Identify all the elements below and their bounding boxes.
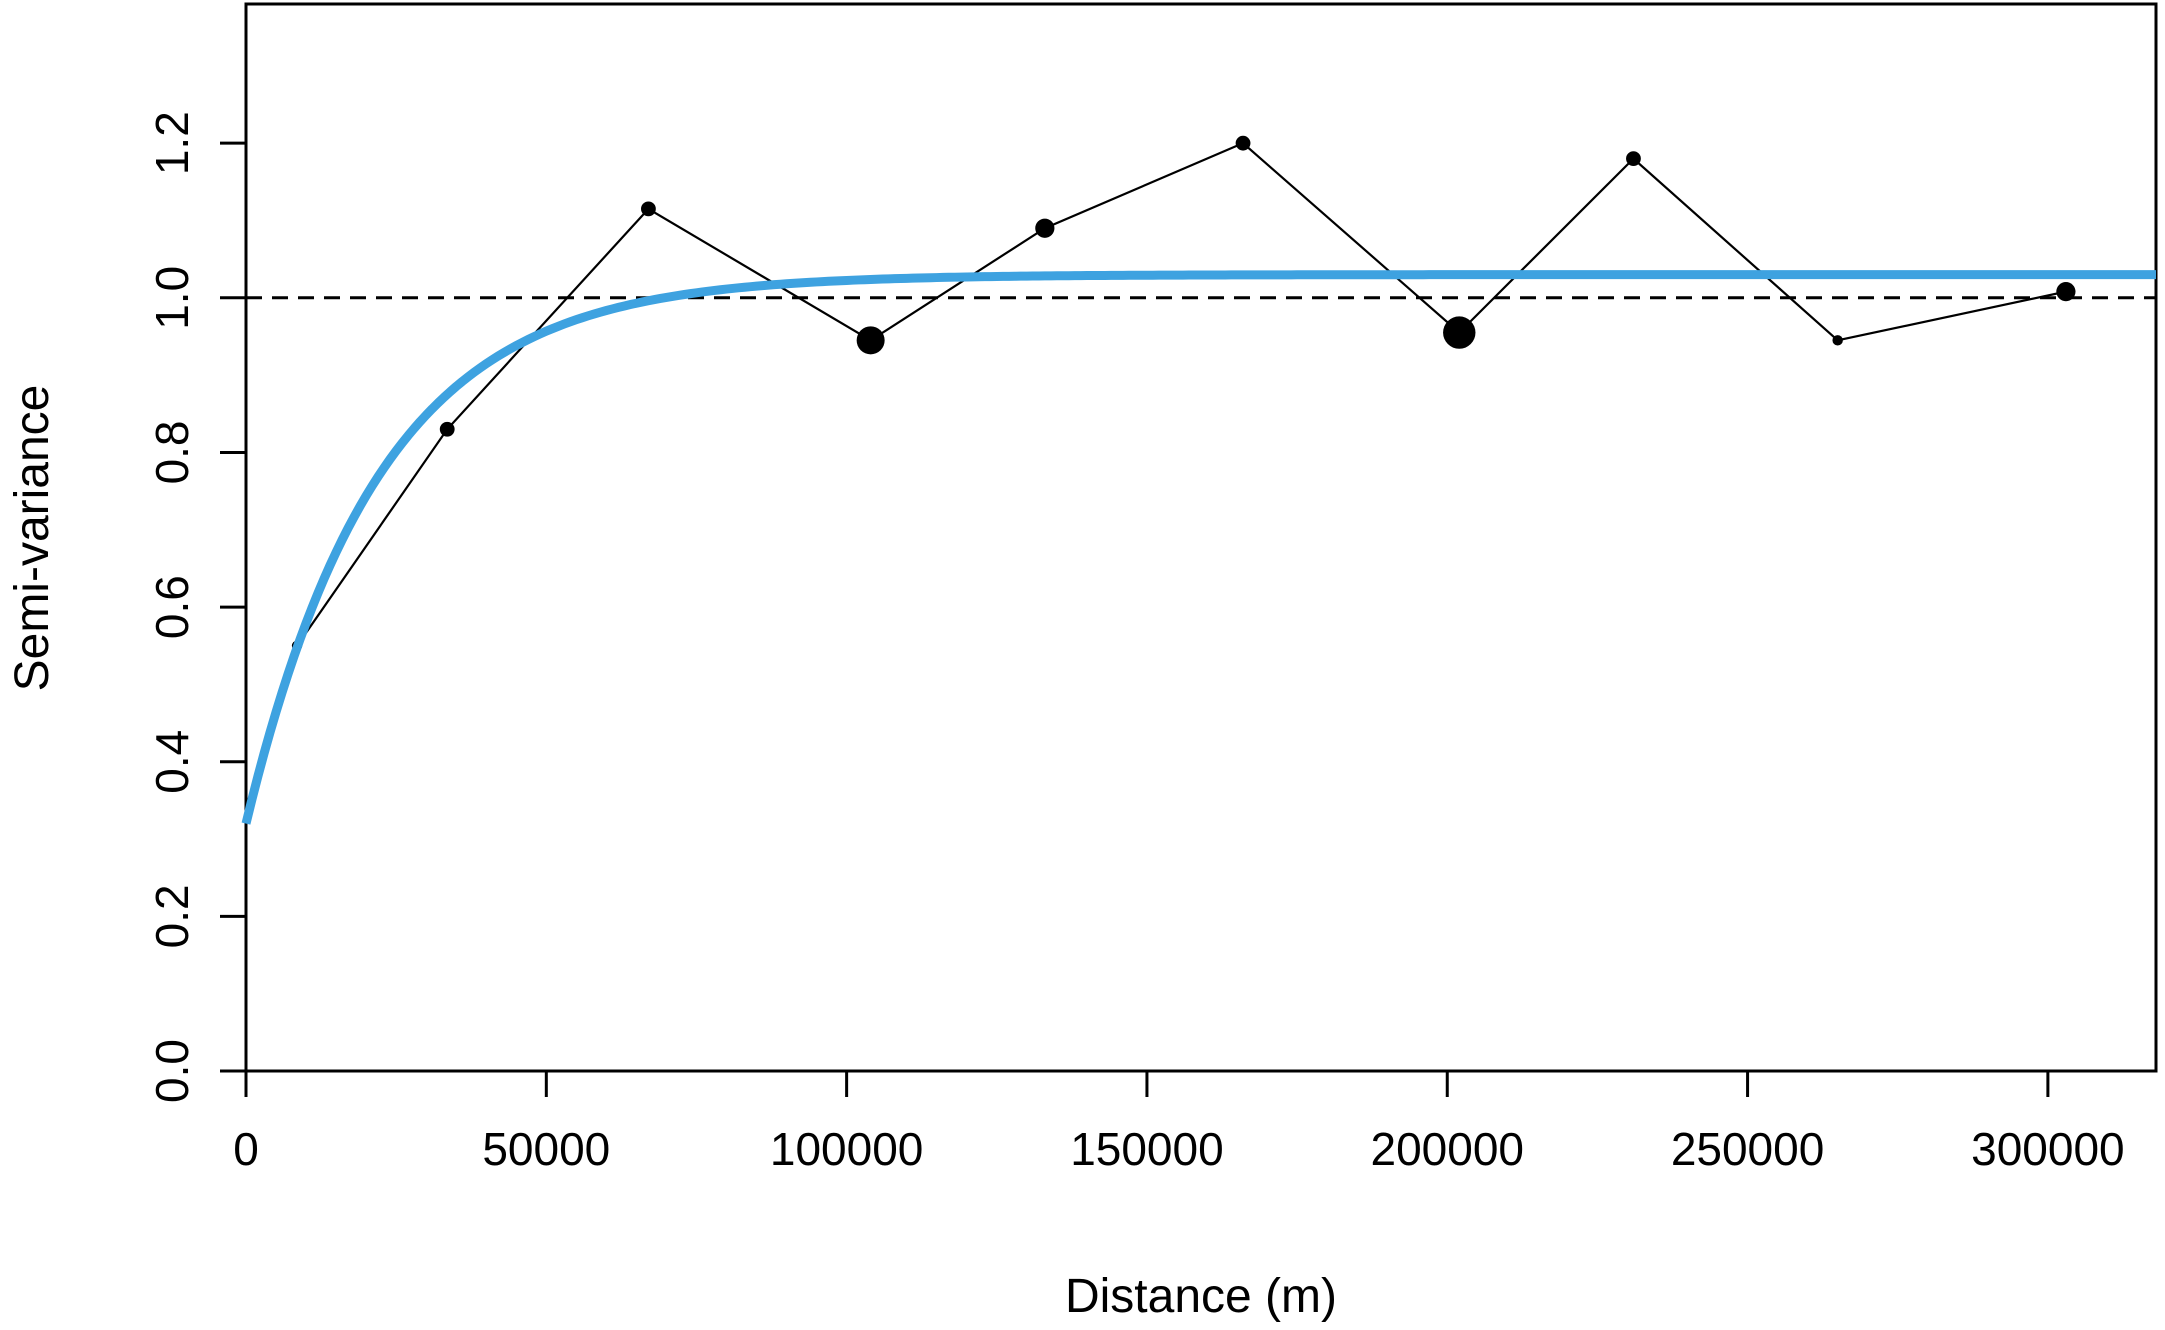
empirical-point [439,421,455,437]
y-tick-label: 0.8 [146,420,198,484]
empirical-point [856,326,885,355]
x-tick-label: 150000 [1070,1123,1224,1175]
x-tick-label: 100000 [770,1123,924,1175]
x-tick-label: 250000 [1671,1123,1825,1175]
model-curve [241,270,2156,825]
y-tick-label: 0.0 [146,1039,198,1103]
empirical-point [641,201,656,217]
empirical-point [1443,316,1476,349]
empirical-series-line [296,141,2067,647]
y-axis-title: Semi-variance [6,385,59,692]
empirical-points [291,135,2076,651]
y-tick-label: 0.6 [146,575,198,639]
x-tick-label: 50000 [482,1123,610,1175]
y-tick-label: 0.2 [146,884,198,948]
x-tick-label: 300000 [1971,1123,2125,1175]
plot-frame [244,2,2158,1073]
empirical-point [1626,151,1641,167]
empirical-point [2056,282,2076,302]
y-axis: 0.0 0.2 0.4 0.6 0.8 1.0 1.2 [146,111,246,1103]
x-tick-label: 200000 [1371,1123,1525,1175]
x-axis-title: Distance (m) [1065,1270,1337,1323]
empirical-point [1035,218,1055,238]
empirical-point [1235,135,1251,151]
x-axis: 0 50000 100000 150000 200000 250000 300000 [233,1071,2125,1175]
empirical-point [1832,335,1843,346]
y-tick-label: 1.0 [146,266,198,330]
y-tick-label: 0.4 [146,730,198,794]
y-tick-label: 1.2 [146,111,198,175]
x-tick-label: 0 [233,1123,259,1175]
